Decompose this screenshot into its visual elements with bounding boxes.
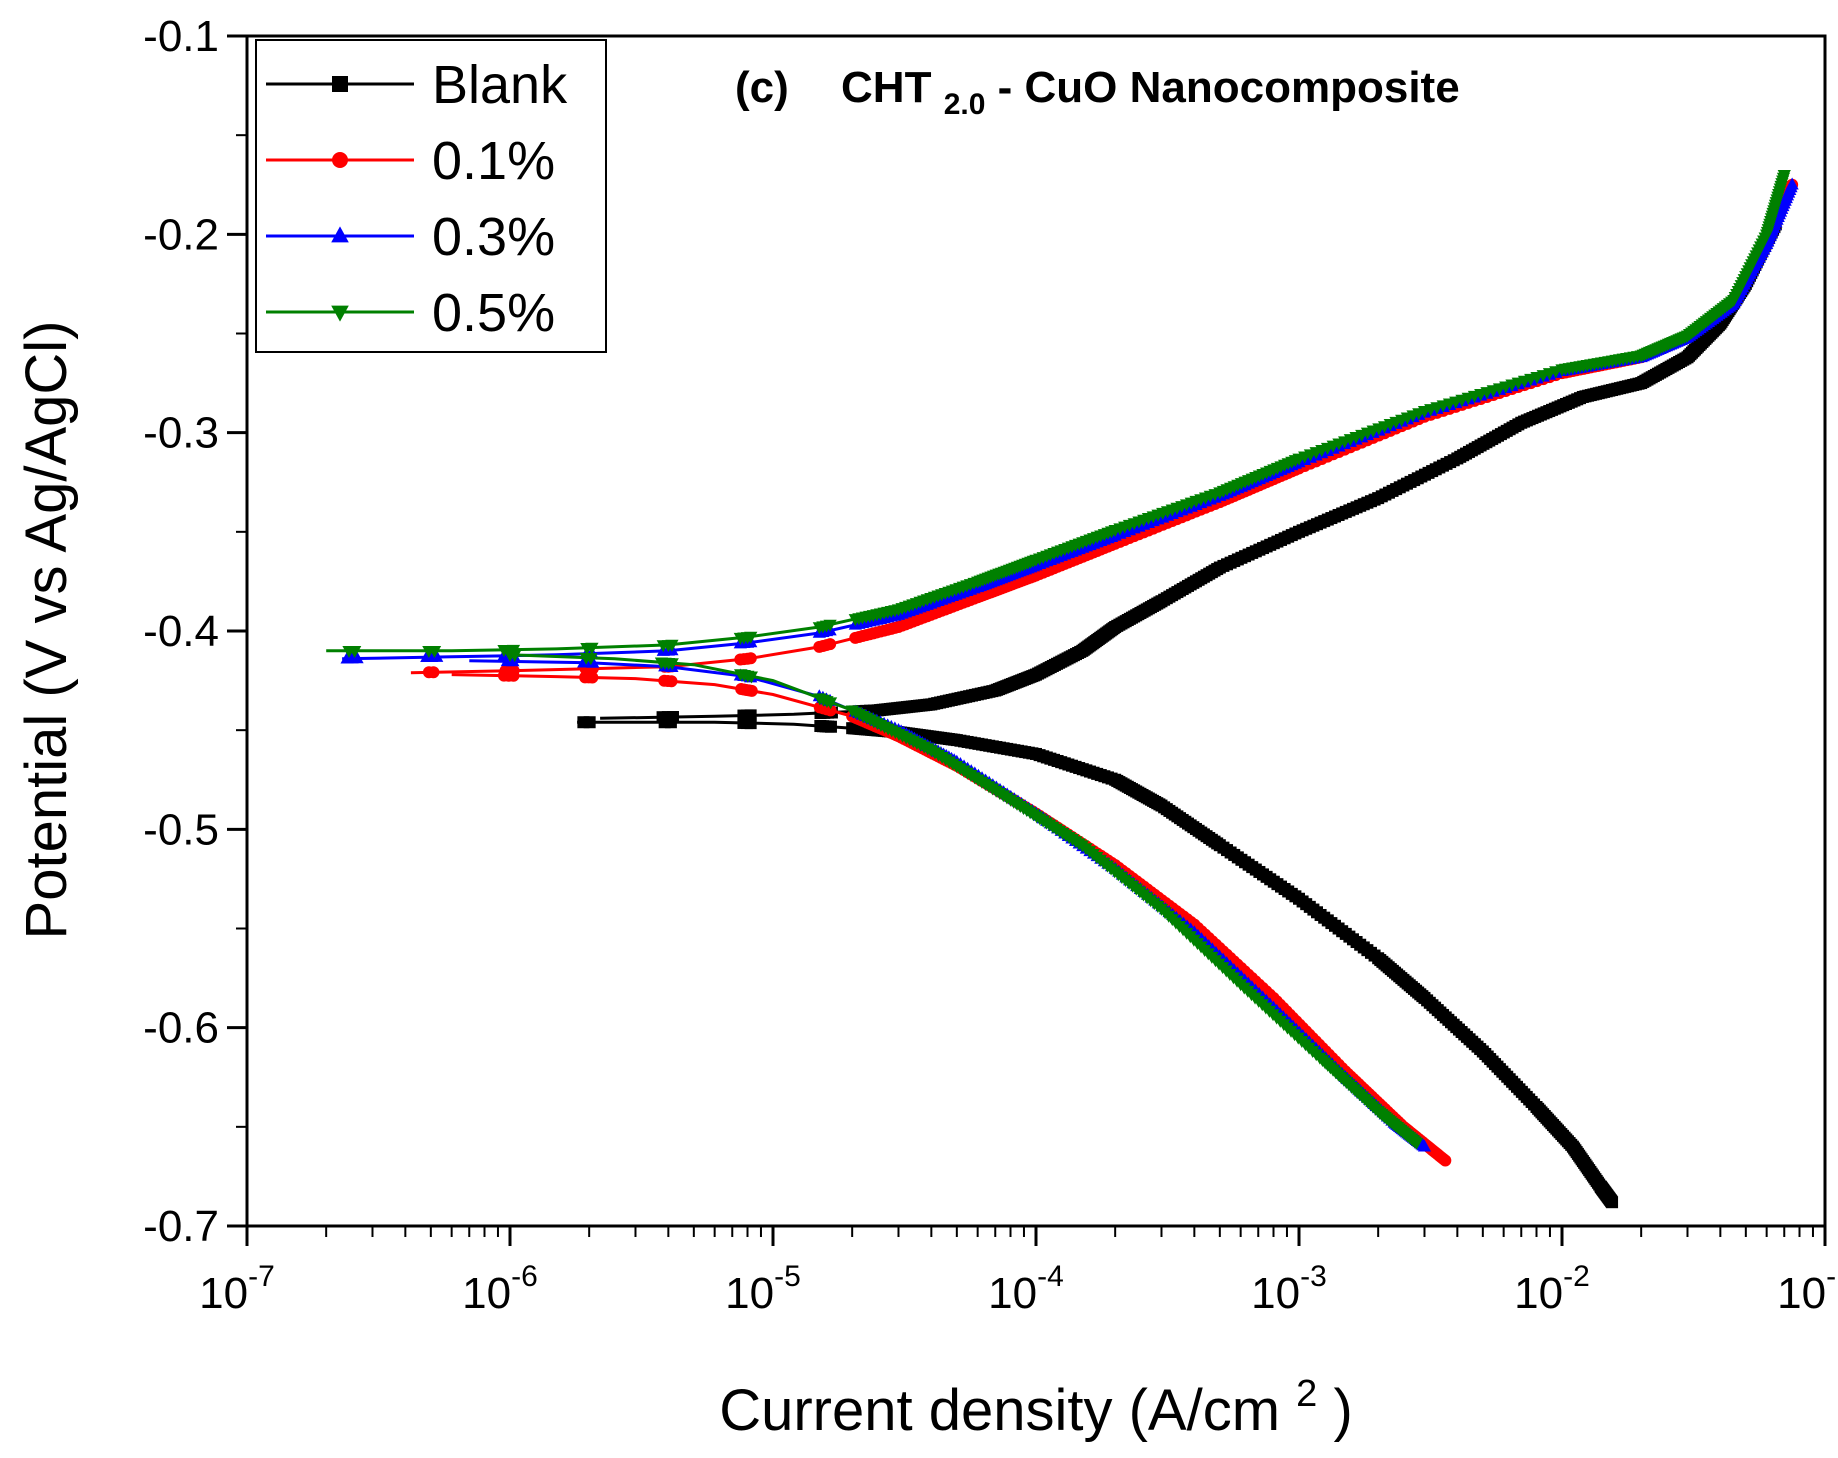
y-axis-title: Potential (V vs Ag/AgCl) [14, 321, 79, 940]
y-tick-label: -0.4 [143, 607, 219, 656]
y-tick-label: -0.3 [143, 409, 219, 458]
data-point [665, 658, 679, 671]
axis-tick-labels: 10-7 10-6 10-5 10-4 10-3 10-2 10-1 -0.1 -0.2 -0.3… [143, 12, 1838, 1318]
x-axis-title-sup: 2 [1296, 1373, 1317, 1415]
x-tick-label: 10-3 [1251, 1260, 1327, 1318]
legend-label: 0.5% [432, 283, 555, 343]
data-point [1410, 1137, 1424, 1150]
data-point [744, 671, 759, 684]
data-point [507, 664, 520, 677]
data-point [823, 697, 838, 710]
x-axis-title: Current density (A/cm 2 ) [719, 1354, 1353, 1443]
data-point [1785, 177, 1799, 190]
legend-label: 0.3% [432, 207, 555, 267]
series-line-cathodic [577, 720, 1614, 1204]
x-tick-label: 10-6 [462, 1260, 538, 1318]
panel-label: (c) [735, 63, 789, 112]
title-main: CHT [841, 63, 932, 112]
data-point [585, 642, 599, 655]
data-point [583, 716, 596, 729]
data-point [584, 653, 598, 666]
legend-label: 0.1% [432, 131, 555, 191]
axis-ticks [227, 34, 1827, 1246]
y-tick-label: -0.1 [143, 12, 219, 61]
data-point [1417, 1139, 1432, 1152]
data-point [666, 711, 679, 724]
data-point [744, 631, 758, 644]
data-point [665, 675, 678, 688]
data-point [348, 646, 362, 659]
y-tick-label: -0.6 [143, 1004, 219, 1053]
x-tick-label: 10-5 [725, 1260, 801, 1318]
series-line-anodic [600, 223, 1778, 720]
x-axis-title-close: ) [1333, 1378, 1352, 1443]
series-layer [326, 170, 1799, 1209]
legend-marker [332, 76, 348, 92]
legend-item-0.1%: 0.1% [266, 131, 555, 191]
data-point [508, 650, 522, 663]
x-tick-label: 10-2 [1514, 1260, 1590, 1318]
legend-label: Blank [432, 55, 568, 115]
data-point [350, 651, 364, 664]
series-0.5% [326, 170, 1791, 1150]
data-point [824, 720, 837, 733]
x-tick-label: 10-7 [199, 1260, 275, 1318]
title-subscript: 2.0 [944, 88, 986, 121]
data-point [745, 684, 758, 697]
data-point [427, 666, 440, 679]
data-point [665, 639, 679, 652]
y-tick-label: -0.2 [143, 210, 219, 259]
legend-item-0.5%: 0.5% [266, 283, 555, 343]
legend: Blank 0.1% 0.3% 0.5% [255, 39, 607, 353]
x-tick-label: 10-4 [988, 1260, 1064, 1318]
series-line-cathodic [509, 653, 1418, 1144]
data-point [586, 655, 600, 668]
title-suffix: - CuO Nanocomposite [998, 63, 1460, 112]
data-point [427, 646, 442, 659]
data-point [744, 652, 757, 665]
data-point [1777, 170, 1791, 183]
data-point [1439, 1154, 1452, 1167]
legend-item-Blank: Blank [266, 55, 568, 115]
series-line-cathodic [451, 673, 1447, 1162]
y-tick-label: -0.7 [143, 1202, 219, 1251]
legend-item-0.3%: 0.3% [266, 207, 555, 267]
legend-marker [331, 226, 349, 243]
data-point [506, 644, 521, 657]
data-point [744, 709, 757, 722]
legend-box [255, 39, 607, 353]
data-point [1606, 1196, 1619, 1209]
data-point [824, 704, 837, 717]
data-point [430, 649, 444, 662]
y-tick-label: -0.5 [143, 805, 219, 854]
chart-title: (c) CHT 2.0 - CuO Nanocomposite [735, 63, 1460, 124]
legend-marker [331, 305, 349, 322]
data-point [824, 638, 837, 651]
x-tick-label: 10-1 [1777, 1260, 1838, 1318]
series-0.1% [410, 178, 1799, 1167]
data-point [823, 619, 837, 632]
legend-marker [332, 152, 348, 168]
x-axis-title-text: Current density (A/cm [719, 1378, 1280, 1443]
series-line-anodic [410, 184, 1794, 675]
